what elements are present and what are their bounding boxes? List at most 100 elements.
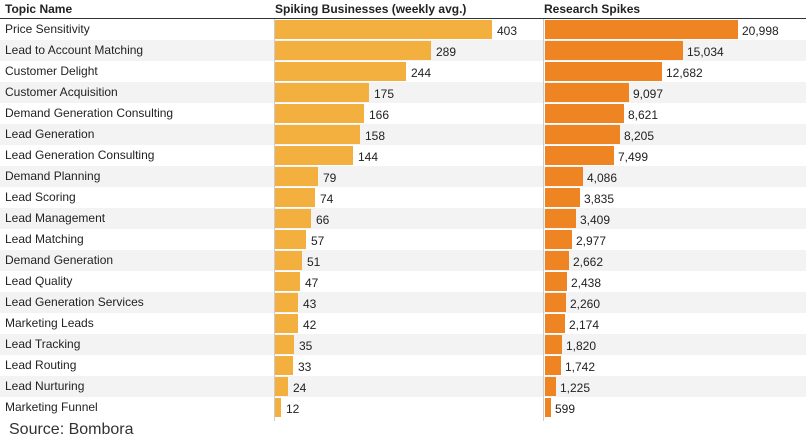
research-spikes-value: 20,998	[742, 24, 779, 38]
column-divider-spikes	[543, 19, 544, 421]
spiking-businesses-bar	[275, 167, 318, 186]
research-spikes-value: 12,682	[666, 66, 703, 80]
research-spikes-bar	[545, 251, 569, 270]
spiking-businesses-value: 24	[293, 381, 307, 395]
spiking-businesses-bar	[275, 209, 311, 228]
spiking-businesses-value: 166	[369, 108, 390, 122]
table-row: Demand Generation Consulting 166 8,621	[0, 103, 806, 124]
topic-name: Demand Generation	[5, 253, 114, 267]
research-spikes-value: 8,621	[628, 108, 659, 122]
spiking-businesses-value: 33	[298, 360, 312, 374]
research-spikes-bar	[545, 167, 583, 186]
spiking-businesses-bar	[275, 20, 492, 39]
research-spikes-bar	[545, 62, 662, 81]
table-row: Marketing Leads 42 2,174	[0, 313, 806, 334]
research-spikes-value: 7,499	[618, 150, 649, 164]
topic-name: Demand Planning	[5, 169, 101, 183]
research-spikes-bar	[545, 293, 566, 312]
table-row: Customer Acquisition 175 9,097	[0, 82, 806, 103]
header-divider	[0, 18, 806, 19]
research-spikes-value: 4,086	[587, 171, 618, 185]
table-row: Lead Quality 47 2,438	[0, 271, 806, 292]
topic-name: Demand Generation Consulting	[5, 106, 174, 120]
topic-name: Customer Acquisition	[5, 85, 118, 99]
spiking-businesses-value: 57	[311, 234, 325, 248]
column-header-spiking-businesses: Spiking Businesses (weekly avg.)	[275, 2, 467, 16]
research-spikes-bar	[545, 146, 614, 165]
topic-name: Lead to Account Matching	[5, 43, 144, 57]
topic-name: Lead Matching	[5, 232, 84, 246]
spiking-businesses-bar	[275, 377, 288, 396]
spiking-businesses-bar	[275, 125, 360, 144]
research-spikes-bar	[545, 272, 567, 291]
table-row: Lead Generation Services 43 2,260	[0, 292, 806, 313]
spiking-businesses-bar	[275, 230, 306, 249]
source-note: Source: Bombora	[9, 421, 134, 438]
spiking-businesses-value: 42	[303, 318, 317, 332]
spiking-businesses-bar	[275, 41, 431, 60]
table-row: Lead to Account Matching 289 15,034	[0, 40, 806, 61]
table-row: Price Sensitivity 403 20,998	[0, 19, 806, 40]
table-row: Lead Matching 57 2,977	[0, 229, 806, 250]
research-spikes-value: 3,835	[584, 192, 615, 206]
topic-name: Lead Quality	[5, 274, 73, 288]
research-spikes-bar	[545, 83, 629, 102]
spiking-businesses-bar	[275, 104, 364, 123]
spiking-businesses-value: 175	[374, 87, 395, 101]
spiking-businesses-value: 12	[286, 402, 300, 416]
spiking-businesses-bar	[275, 314, 298, 333]
spiking-businesses-bar	[275, 335, 294, 354]
topic-name: Lead Generation Consulting	[5, 148, 155, 162]
table-row: Demand Generation 51 2,662	[0, 250, 806, 271]
table-row: Lead Routing 33 1,742	[0, 355, 806, 376]
spiking-businesses-value: 35	[299, 339, 313, 353]
research-spikes-value: 2,438	[571, 276, 602, 290]
research-spikes-bar	[545, 41, 683, 60]
research-spikes-value: 3,409	[580, 213, 611, 227]
table-row: Lead Generation 158 8,205	[0, 124, 806, 145]
spiking-businesses-bar	[275, 356, 293, 375]
table-row: Lead Scoring 74 3,835	[0, 187, 806, 208]
research-spikes-bar	[545, 377, 556, 396]
spiking-businesses-bar	[275, 272, 300, 291]
column-header-research-spikes: Research Spikes	[544, 2, 641, 16]
table-row: Marketing Funnel 12 599	[0, 397, 806, 418]
table-row: Lead Generation Consulting 144 7,499	[0, 145, 806, 166]
topic-name: Marketing Leads	[5, 316, 94, 330]
research-spikes-value: 2,977	[576, 234, 607, 248]
spiking-businesses-value: 51	[307, 255, 321, 269]
column-divider-businesses	[274, 19, 275, 421]
research-spikes-value: 1,742	[565, 360, 596, 374]
spiking-businesses-value: 158	[365, 129, 386, 143]
spiking-businesses-value: 79	[323, 171, 337, 185]
spiking-businesses-bar	[275, 146, 353, 165]
spiking-businesses-bar	[275, 251, 302, 270]
spiking-businesses-value: 289	[436, 45, 457, 59]
topic-name: Lead Management	[5, 211, 106, 225]
table-row: Lead Nurturing 24 1,225	[0, 376, 806, 397]
research-spikes-bar	[545, 125, 620, 144]
research-spikes-bar	[545, 335, 562, 354]
research-spikes-value: 2,174	[569, 318, 600, 332]
spiking-businesses-value: 74	[320, 192, 334, 206]
table-row: Lead Management 66 3,409	[0, 208, 806, 229]
research-spikes-bar	[545, 104, 624, 123]
spiking-businesses-bar	[275, 62, 406, 81]
research-spikes-bar	[545, 20, 738, 39]
column-header-topic: Topic Name	[5, 2, 73, 16]
research-spikes-bar	[545, 188, 580, 207]
research-spikes-value: 2,662	[573, 255, 604, 269]
topic-name: Price Sensitivity	[5, 22, 90, 36]
spiking-businesses-value: 403	[497, 24, 518, 38]
research-spikes-bar	[545, 356, 561, 375]
table-row: Customer Delight 244 12,682	[0, 61, 806, 82]
research-spikes-bar	[545, 209, 576, 228]
topic-name: Customer Delight	[5, 64, 98, 78]
topic-name: Lead Routing	[5, 358, 77, 372]
research-spikes-value: 1,225	[560, 381, 591, 395]
topic-name: Lead Tracking	[5, 337, 81, 351]
topic-name: Lead Nurturing	[5, 379, 85, 393]
spiking-businesses-bar	[275, 83, 369, 102]
spiking-businesses-bar	[275, 398, 281, 417]
spiking-businesses-value: 47	[305, 276, 319, 290]
